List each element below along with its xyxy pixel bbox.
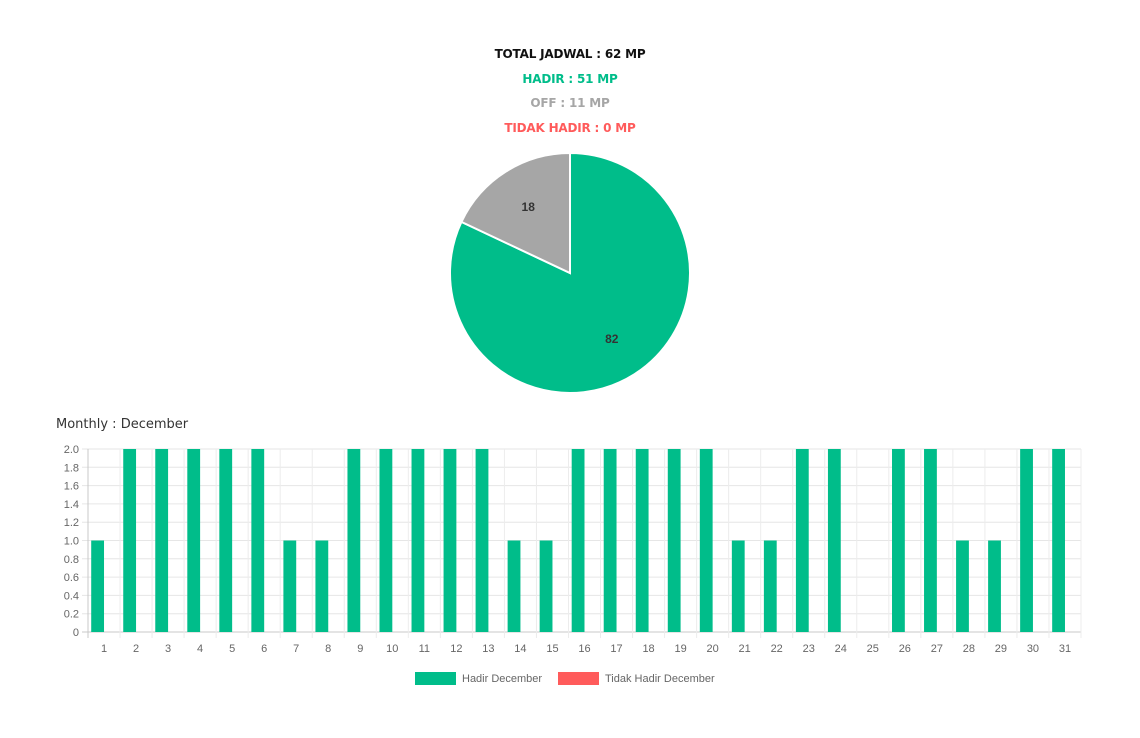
attendance-summary: TOTAL JADWAL : 62 MP HADIR : 51 MP OFF :… bbox=[0, 42, 1140, 140]
legend-swatch-hadir bbox=[415, 672, 456, 685]
bar-hadir-day-29[interactable] bbox=[988, 540, 1001, 633]
x-tick-label: 13 bbox=[482, 643, 494, 655]
x-tick-label: 14 bbox=[514, 643, 526, 655]
x-tick-label: 21 bbox=[739, 643, 751, 655]
x-tick-label: 4 bbox=[197, 643, 203, 655]
x-tick-label: 3 bbox=[165, 643, 171, 655]
x-tick-label: 7 bbox=[293, 643, 299, 655]
y-tick-label: 0.8 bbox=[64, 554, 79, 566]
bar-hadir-day-27[interactable] bbox=[924, 449, 937, 632]
bar-hadir-day-18[interactable] bbox=[635, 449, 649, 632]
bar-hadir-day-23[interactable] bbox=[795, 449, 809, 632]
bar-hadir-day-2[interactable] bbox=[123, 449, 137, 632]
x-tick-label: 20 bbox=[707, 643, 719, 655]
attendance-pie-chart: 82 18 bbox=[449, 151, 691, 394]
legend-item-tidak-hadir[interactable]: Tidak Hadir December bbox=[558, 672, 715, 685]
bar-hadir-day-3[interactable] bbox=[155, 449, 169, 632]
legend-label-tidak-hadir: Tidak Hadir December bbox=[605, 673, 715, 685]
x-tick-label: 26 bbox=[899, 643, 911, 655]
x-tick-label: 19 bbox=[674, 643, 686, 655]
monthly-chart-title: Monthly : December bbox=[56, 417, 189, 432]
x-tick-label: 17 bbox=[610, 643, 622, 655]
x-tick-label: 6 bbox=[261, 643, 267, 655]
bar-hadir-day-15[interactable] bbox=[539, 540, 553, 633]
bar-hadir-day-8[interactable] bbox=[315, 540, 329, 633]
x-tick-label: 29 bbox=[995, 643, 1007, 655]
bar-hadir-day-9[interactable] bbox=[347, 449, 361, 632]
bar-hadir-day-5[interactable] bbox=[219, 449, 233, 632]
x-tick-label: 31 bbox=[1059, 643, 1071, 655]
x-tick-label: 27 bbox=[931, 643, 943, 655]
bar-hadir-day-13[interactable] bbox=[475, 449, 489, 632]
bar-hadir-day-28[interactable] bbox=[956, 540, 969, 633]
y-tick-label: 0.6 bbox=[64, 572, 79, 584]
x-tick-label: 5 bbox=[229, 643, 235, 655]
x-tick-label: 2 bbox=[133, 643, 139, 655]
x-tick-label: 30 bbox=[1027, 643, 1039, 655]
bar-hadir-day-14[interactable] bbox=[507, 540, 521, 633]
bar-hadir-day-26[interactable] bbox=[892, 449, 905, 632]
bar-hadir-day-7[interactable] bbox=[283, 540, 297, 633]
bar-hadir-day-21[interactable] bbox=[731, 540, 745, 633]
bar-hadir-day-17[interactable] bbox=[603, 449, 617, 632]
pie-slice-18[interactable] bbox=[460, 151, 571, 275]
legend-item-hadir[interactable]: Hadir December bbox=[415, 672, 542, 685]
x-tick-label: 11 bbox=[419, 643, 430, 655]
x-tick-label: 25 bbox=[867, 643, 879, 655]
x-tick-label: 28 bbox=[963, 643, 975, 655]
y-tick-label: 0 bbox=[73, 627, 79, 639]
y-tick-label: 2.0 bbox=[64, 444, 79, 456]
x-tick-label: 18 bbox=[642, 643, 654, 655]
bar-hadir-day-19[interactable] bbox=[667, 449, 681, 632]
bar-hadir-day-4[interactable] bbox=[187, 449, 201, 632]
x-tick-label: 1 bbox=[101, 643, 107, 655]
bar-hadir-day-1[interactable] bbox=[91, 540, 105, 633]
x-tick-label: 16 bbox=[578, 643, 590, 655]
x-tick-label: 10 bbox=[386, 643, 398, 655]
bar-hadir-day-11[interactable] bbox=[411, 449, 425, 632]
y-tick-label: 1.6 bbox=[64, 481, 79, 493]
bar-hadir-day-16[interactable] bbox=[571, 449, 585, 632]
x-tick-label: 15 bbox=[546, 643, 558, 655]
bar-hadir-day-22[interactable] bbox=[763, 540, 777, 633]
bar-hadir-day-12[interactable] bbox=[443, 449, 457, 632]
bar-hadir-day-24[interactable] bbox=[827, 449, 841, 632]
y-tick-label: 1.4 bbox=[64, 499, 79, 511]
x-tick-label: 8 bbox=[325, 643, 331, 655]
bar-hadir-day-20[interactable] bbox=[699, 449, 713, 632]
pie-slice-label: 82 bbox=[605, 332, 619, 346]
pie-slice-82[interactable] bbox=[449, 151, 691, 394]
bar-hadir-day-10[interactable] bbox=[379, 449, 393, 632]
pie-slice-label: 18 bbox=[522, 200, 536, 214]
x-tick-label: 9 bbox=[357, 643, 363, 655]
legend-swatch-tidak-hadir bbox=[558, 672, 599, 685]
x-tick-label: 12 bbox=[450, 643, 462, 655]
legend-label-hadir: Hadir December bbox=[462, 673, 542, 685]
x-tick-label: 23 bbox=[803, 643, 815, 655]
bar-hadir-day-6[interactable] bbox=[251, 449, 265, 632]
x-tick-label: 22 bbox=[771, 643, 783, 655]
y-tick-label: 1.8 bbox=[64, 462, 79, 474]
y-tick-label: 0.4 bbox=[64, 590, 79, 602]
absent-text: TIDAK HADIR : 0 MP bbox=[504, 120, 636, 135]
y-tick-label: 1.2 bbox=[64, 517, 79, 529]
bar-hadir-day-30[interactable] bbox=[1020, 449, 1033, 632]
y-tick-label: 1.0 bbox=[64, 536, 79, 548]
total-schedule-text: TOTAL JADWAL : 62 MP bbox=[494, 47, 646, 61]
present-text: HADIR : 51 MP bbox=[522, 71, 618, 86]
bar-hadir-day-31[interactable] bbox=[1052, 449, 1065, 632]
off-text: OFF : 11 MP bbox=[530, 96, 610, 110]
x-tick-label: 24 bbox=[835, 643, 847, 655]
y-tick-label: 0.2 bbox=[64, 609, 79, 621]
